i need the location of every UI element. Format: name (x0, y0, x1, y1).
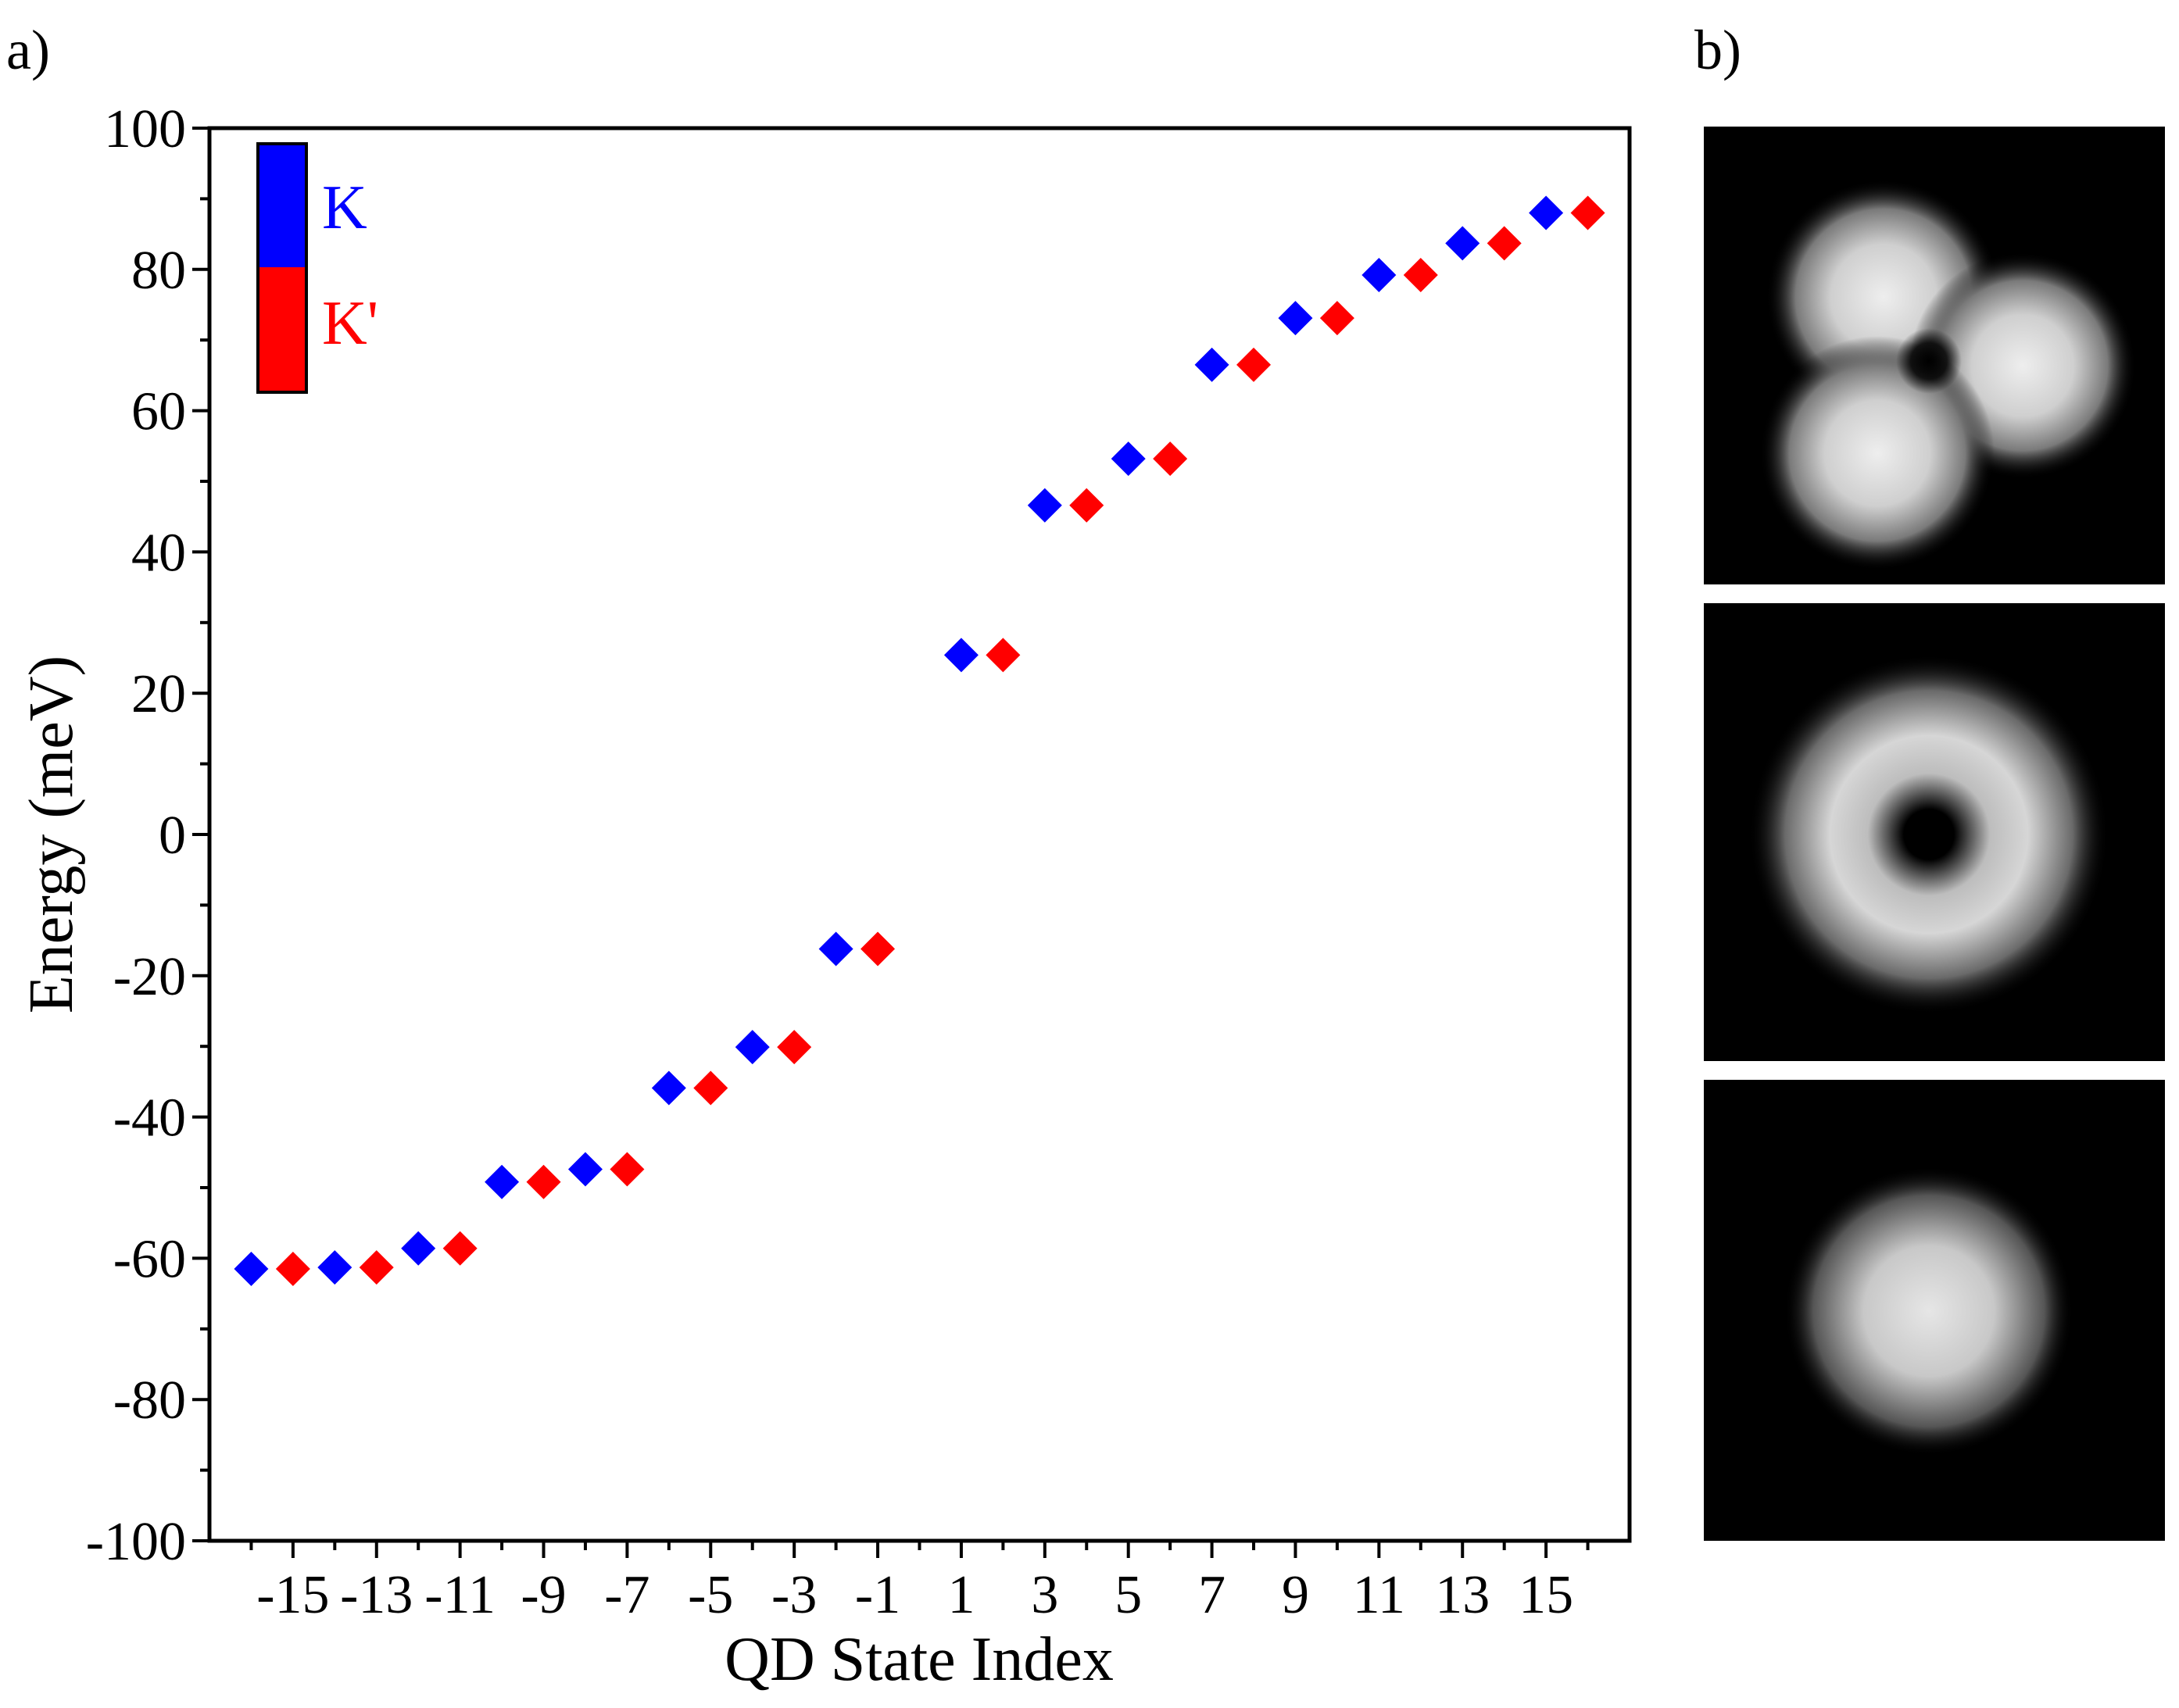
x-tick-label: 5 (1115, 1565, 1142, 1625)
marker-k (1445, 226, 1480, 261)
marker-kprime (526, 1164, 561, 1199)
marker-kprime (275, 1251, 310, 1286)
y-tick-label: -60 (113, 1229, 186, 1289)
marker-kprime (1487, 226, 1522, 261)
marker-kprime (610, 1152, 645, 1187)
y-tick-label: 100 (104, 99, 186, 159)
marker-k (1111, 441, 1146, 477)
x-tick-label: 13 (1435, 1565, 1490, 1625)
x-tick-label: 7 (1198, 1565, 1225, 1625)
marker-k (485, 1164, 520, 1199)
y-tick-label: 20 (131, 664, 186, 724)
y-tick-label: -80 (113, 1370, 186, 1431)
y-tick-label: 80 (131, 241, 186, 301)
marker-k (735, 1030, 770, 1065)
legend-swatch-kprime (258, 267, 306, 392)
y-tick-label: -20 (113, 947, 186, 1007)
marker-kprime (1403, 258, 1438, 293)
marker-kprime (693, 1070, 728, 1106)
x-tick-label: 1 (947, 1565, 975, 1625)
y-tick-label: 40 (131, 523, 186, 583)
marker-k (317, 1250, 352, 1285)
marker-k (1529, 195, 1564, 230)
legend-frame (256, 142, 308, 394)
marker-k (943, 638, 979, 673)
legend-label-k: K (322, 173, 367, 242)
marker-kprime (1319, 301, 1354, 336)
marker-k (401, 1231, 436, 1266)
x-tick-label: -15 (256, 1565, 329, 1625)
y-tick-label: -40 (113, 1088, 186, 1149)
x-tick-label: -7 (604, 1565, 649, 1625)
marker-k (1027, 488, 1062, 523)
marker-kprime (1570, 195, 1605, 230)
x-tick-label: -11 (424, 1565, 496, 1625)
x-tick-label: -5 (688, 1565, 733, 1625)
wavefunction-panel-middle (1704, 603, 2165, 1061)
panel-label-b: b) (1694, 19, 1741, 81)
y-tick-label: -100 (86, 1512, 186, 1572)
legend: K K' (256, 142, 378, 394)
y-tick-label: 60 (131, 382, 186, 442)
plot-frame (207, 126, 1632, 1543)
y-axis-label: Energy (meV) (17, 656, 86, 1013)
marker-kprime (1069, 488, 1104, 523)
marker-k (234, 1251, 269, 1286)
x-tick-label: -13 (340, 1565, 413, 1625)
x-tick-label: 3 (1031, 1565, 1058, 1625)
marker-k (651, 1070, 686, 1106)
marker-k (818, 931, 853, 967)
marker-kprime (1236, 347, 1272, 382)
marker-kprime (442, 1231, 478, 1266)
x-axis-label: QD State Index (725, 1625, 1114, 1694)
marker-k (1361, 258, 1397, 293)
axis-ticks (192, 127, 1590, 1558)
x-tick-label: 15 (1519, 1565, 1573, 1625)
disk-density-icon (1784, 1167, 2073, 1456)
panel-label-a: a) (6, 19, 50, 81)
marker-k (1194, 347, 1229, 382)
x-tick-label: 11 (1353, 1565, 1405, 1625)
wavefunction-panel-top (1704, 127, 2165, 584)
marker-kprime (359, 1250, 394, 1285)
three-lobe-density-icon (1760, 180, 2136, 570)
wavefunction-panel-bottom (1704, 1080, 2165, 1541)
x-tick-label: 9 (1282, 1565, 1309, 1625)
legend-label-kprime: K' (322, 289, 378, 358)
x-tick-label: -1 (855, 1565, 900, 1625)
ring-density-icon (1749, 655, 2109, 1014)
marker-kprime (777, 1030, 812, 1065)
marker-kprime (986, 638, 1021, 673)
marker-kprime (1153, 441, 1188, 477)
y-tick-label: 0 (159, 806, 186, 866)
marker-k (567, 1152, 603, 1187)
x-tick-label: -9 (521, 1565, 566, 1625)
marker-k (1278, 301, 1313, 336)
data-markers (234, 195, 1605, 1286)
marker-kprime (861, 931, 896, 967)
legend-swatch-k (258, 144, 306, 267)
x-tick-label: -3 (771, 1565, 817, 1625)
